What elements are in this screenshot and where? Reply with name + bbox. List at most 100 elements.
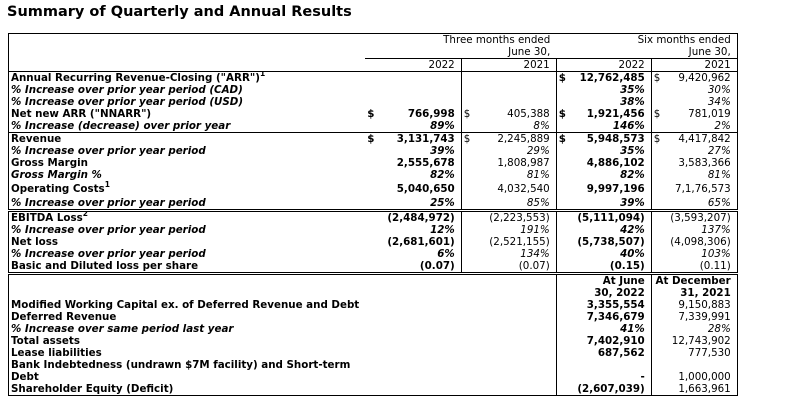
- table-row: % Increase over prior year period 12% 191%…: [9, 224, 738, 236]
- cell-ytd-2021: At December: [650, 272, 738, 287]
- cell-value: 405,388: [507, 108, 550, 120]
- table-row: Lease liabilities 687,562 777,530: [9, 347, 738, 359]
- cell-ytd-2021: 1,663,961: [650, 383, 738, 396]
- cell-ytd-2021: 30%: [650, 84, 738, 96]
- row-label-text: Revenue: [11, 133, 62, 145]
- cell-q-2022: 5,040,650: [365, 181, 461, 197]
- cell-value: 38%: [620, 96, 645, 108]
- row-label: Revenue: [8, 132, 366, 145]
- cell-q-2021: 134%: [460, 248, 557, 260]
- cell-q-2022: [365, 84, 461, 96]
- row-label: % Increase over prior year period (CAD): [9, 84, 366, 96]
- cell-value: 7,402,910: [586, 335, 645, 347]
- row-label-text: % Increase over same period last year: [11, 323, 234, 335]
- cell-value: 89%: [430, 120, 455, 132]
- currency-symbol: $: [653, 108, 661, 120]
- cell-value: (5,738,507): [577, 236, 645, 248]
- row-label-text: Lease liabilities: [11, 347, 102, 359]
- cell-ytd-2022: 4,886,102: [555, 157, 652, 169]
- row-label-text: Deferred Revenue: [11, 311, 117, 323]
- cell-ytd-2022: 7,346,679: [555, 311, 652, 323]
- cell-value: -: [640, 371, 645, 383]
- row-label: Operating Costs1: [9, 181, 366, 197]
- table-row: Debt - 1,000,000: [9, 371, 738, 383]
- six-months-header: Six months ended: [637, 34, 731, 46]
- row-label-text: Bank Indebtedness (undrawn $7M facility)…: [11, 359, 351, 371]
- cell-ytd-2022: 30, 2022: [555, 287, 652, 299]
- cell-value: 82%: [620, 169, 645, 181]
- cell-q-2022: (2,681,601): [365, 236, 461, 248]
- cell-ytd-2022: $12,762,485: [555, 71, 652, 84]
- cell-q-2021: 191%: [460, 224, 557, 236]
- cell-value: 4,417,842: [678, 133, 731, 145]
- cell-ytd-2022: 146%: [555, 120, 652, 133]
- cell-ytd-2021: 2%: [650, 120, 738, 133]
- cell-ytd-2022: -: [555, 371, 652, 383]
- row-label-text: Net new ARR ("NNARR"): [11, 108, 152, 120]
- cell-value: 9,997,196: [586, 183, 645, 195]
- cell-value: (2,484,972): [387, 212, 455, 224]
- currency-symbol: $: [367, 108, 375, 120]
- header-row-period: Three months ended Six months ended: [9, 34, 738, 47]
- cell-ytd-2022: 82%: [555, 169, 652, 181]
- cell-ytd-2022: 35%: [555, 84, 652, 96]
- cell-ytd-2022: (5,738,507): [555, 236, 652, 248]
- cell-ytd-2022: 687,562: [555, 347, 652, 359]
- cell-ytd-2022: At June: [555, 272, 652, 287]
- currency-symbol: $: [653, 133, 661, 145]
- row-label: Gross Margin: [9, 157, 366, 169]
- cell-value: 42%: [620, 224, 645, 236]
- three-months-header: Three months ended: [443, 34, 551, 46]
- row-label: Deferred Revenue: [9, 311, 366, 323]
- cell-value: 7,339,991: [678, 311, 731, 323]
- cell-ytd-2022: 42%: [555, 224, 652, 236]
- cell-value: (3,593,207): [670, 212, 731, 224]
- cell-ytd-2021: (0.11): [650, 260, 738, 274]
- row-label: Gross Margin %: [9, 169, 366, 181]
- cell-ytd-2022: 41%: [555, 323, 652, 335]
- currency-symbol: $: [558, 108, 566, 120]
- cell-q-2022: 12%: [365, 224, 461, 236]
- cell-ytd-2021: $4,417,842: [650, 132, 738, 145]
- cell-value: 81%: [526, 169, 550, 181]
- row-label: % Increase over prior year period: [9, 248, 366, 260]
- cell-value: 3,355,554: [586, 299, 645, 311]
- currency-symbol: $: [367, 133, 375, 145]
- cell-ytd-2021: 34%: [650, 96, 738, 108]
- cell-ytd-2022: (5,111,094): [555, 209, 652, 224]
- cell-value: 2,245,889: [497, 133, 550, 145]
- table-row: % Increase over prior year period (CAD) 3…: [9, 84, 738, 96]
- cell-q-2021: (2,223,553): [460, 209, 557, 224]
- cell-q-2021: $405,388: [460, 108, 557, 120]
- cell-q-2022: $3,131,743: [365, 132, 462, 145]
- cell-ytd-2021: 103%: [650, 248, 738, 260]
- cell-value: 25%: [430, 197, 455, 209]
- cell-q-2022: 82%: [365, 169, 461, 181]
- row-label-text: EBITDA Loss: [11, 212, 83, 224]
- row-label: % Increase over same period last year: [9, 323, 366, 335]
- cell-value: 9,150,883: [678, 299, 731, 311]
- table-row: % Increase (decrease) over prior year 89%…: [9, 120, 738, 133]
- cell-value: 781,019: [688, 108, 731, 120]
- cell-value: 29%: [526, 145, 550, 157]
- table-row: Modified Working Capital ex. of Deferred…: [9, 299, 738, 311]
- currency-symbol: $: [463, 133, 471, 145]
- cell-value: 134%: [520, 248, 550, 260]
- cell-value: (2,521,155): [489, 236, 550, 248]
- cell-q-2022: 89%: [365, 120, 461, 133]
- cell-value: 12%: [430, 224, 455, 236]
- cell-value: (0.15): [609, 260, 645, 272]
- row-label-text: Gross Margin: [11, 157, 88, 169]
- table-row: % Increase over prior year period 25% 85% 3…: [9, 197, 738, 211]
- cell-ytd-2021: 7,339,991: [650, 311, 738, 323]
- table-row: Gross Margin % 82% 81% 82% 81%: [9, 169, 738, 181]
- row-label: [8, 272, 366, 287]
- cell-value: 27%: [707, 145, 731, 157]
- table-row: Total assets 7,402,910 12,743,902: [9, 335, 738, 347]
- cell-value: 7,1,76,573: [675, 183, 731, 195]
- cell-value: (0.07): [518, 260, 550, 272]
- row-label-text: % Increase over prior year period: [11, 224, 206, 236]
- cell-value: 39%: [620, 197, 645, 209]
- cell-value: 65%: [707, 197, 731, 209]
- cell-value: At December: [655, 275, 731, 287]
